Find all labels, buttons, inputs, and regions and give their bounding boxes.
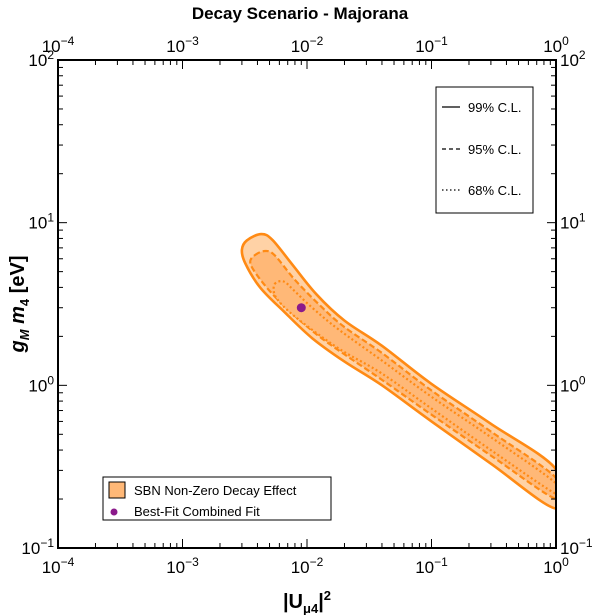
y-tick-label-right: 102 (560, 48, 586, 70)
x-tick-label-top: 10−2 (291, 34, 324, 56)
x-tick-label-top: 10−1 (415, 34, 448, 56)
legend-label-95: 95% C.L. (468, 142, 521, 157)
best-fit-point (296, 303, 306, 313)
confidence-legend-box (435, 86, 534, 214)
y-tick-label-right: 100 (560, 373, 586, 395)
y-tick-label-left: 100 (28, 373, 54, 395)
legend-label-68: 68% C.L. (468, 183, 521, 198)
contour-68-cl (272, 280, 556, 496)
x-tick-label-top: 10−4 (42, 34, 75, 56)
chart-title: Decay Scenario - Majorana (192, 4, 409, 23)
legend-label-decay-effect: SBN Non-Zero Decay Effect (134, 483, 297, 498)
confidence-legend: 99% C.L. 95% C.L. 68% C.L. (435, 86, 534, 214)
x-tick-label-top: 100 (543, 34, 569, 56)
x-tick-label-bottom: 10−4 (42, 555, 75, 577)
contour-region (240, 232, 556, 510)
x-tick-label-bottom: 10−1 (415, 555, 448, 577)
y-tick-label-right: 10−1 (560, 536, 593, 558)
x-tick-label-top: 10−3 (166, 34, 199, 56)
marker-legend: SBN Non-Zero Decay Effect Best-Fit Combi… (102, 476, 332, 521)
legend-label-best-fit: Best-Fit Combined Fit (134, 504, 260, 519)
y-tick-label-left: 10−1 (21, 536, 54, 558)
axis-ticks: 10−410−410−310−310−210−210−110−110010010… (21, 34, 593, 577)
marker-legend-box (102, 476, 332, 521)
x-tick-label-bottom: 100 (543, 555, 569, 577)
x-axis-title: |Uμ4|2 (283, 588, 331, 615)
x-tick-label-bottom: 10−3 (166, 555, 199, 577)
y-tick-label-left: 102 (28, 48, 54, 70)
y-axis-title: gM m4 [eV] (7, 256, 32, 354)
x-tick-label-bottom: 10−2 (291, 555, 324, 577)
legend-label-99: 99% C.L. (468, 100, 521, 115)
y-tick-label-right: 101 (560, 211, 586, 233)
y-tick-label-left: 101 (28, 211, 54, 233)
legend-swatch-decay-effect (108, 481, 126, 499)
legend-marker-best-fit (110, 508, 118, 516)
